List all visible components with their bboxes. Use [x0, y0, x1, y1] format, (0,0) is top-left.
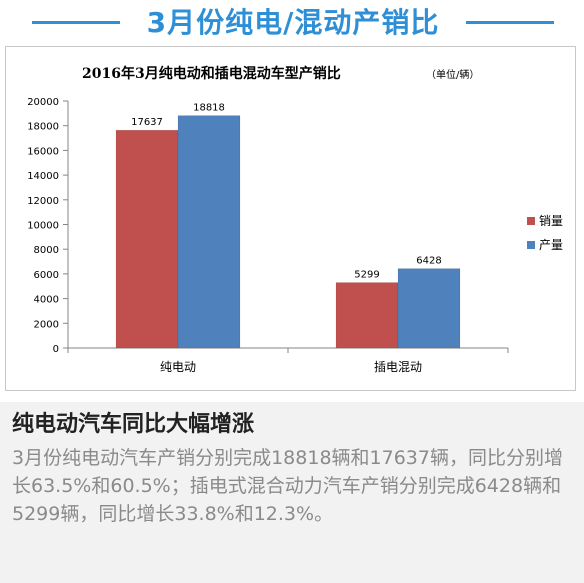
summary-text: 3月份纯电动汽车产销分别完成18818辆和17637辆，同比分别增长63.5%和… — [12, 447, 563, 525]
x-tick-label: 插电混动 — [374, 360, 422, 374]
summary-panel: 纯电动汽车同比大幅增涨 3月份纯电动汽车产销分别完成18818辆和17637辆，… — [0, 402, 584, 583]
bar-production — [177, 115, 241, 349]
bar-data-label: 18818 — [193, 103, 225, 114]
y-tick-label: 18000 — [27, 122, 59, 133]
y-tick-label: 20000 — [27, 97, 59, 108]
y-tick-label: 16000 — [27, 146, 59, 157]
y-tick-label: 10000 — [27, 221, 59, 232]
bar-sales — [115, 129, 179, 349]
legend-swatch — [527, 217, 535, 225]
legend-label: 销量 — [539, 214, 563, 228]
bar-production — [397, 268, 461, 349]
y-tick-label: 14000 — [27, 171, 59, 182]
bar-data-label: 17637 — [131, 117, 163, 128]
chart-unit: （单位/辆） — [426, 68, 479, 81]
bar-data-label: 5299 — [354, 270, 379, 281]
legend-swatch — [527, 241, 535, 249]
chart-title: 2016年3月纯电动和插电混动车型产销比 — [82, 65, 341, 82]
y-tick-label: 6000 — [34, 270, 59, 281]
x-tick-label: 纯电动 — [160, 360, 196, 374]
bar-sales — [335, 282, 399, 349]
y-tick-label: 0 — [53, 344, 59, 355]
header-rule-left — [32, 21, 120, 24]
summary-heading: 纯电动汽车同比大幅增涨 — [12, 412, 255, 437]
bar-chart: 2016年3月纯电动和插电混动车型产销比 （单位/辆） 0 2000 4000 6000 8… — [27, 65, 563, 374]
header-rule-right — [466, 21, 554, 24]
y-tick-label: 8000 — [34, 245, 59, 256]
chart-panel: 2016年3月纯电动和插电混动车型产销比 （单位/辆） 0 2000 4000 6000 8… — [5, 46, 576, 391]
bar-data-label: 6428 — [416, 256, 441, 267]
page-title: 3月份纯电/混动产销比 — [146, 6, 440, 39]
legend-label: 产量 — [539, 238, 563, 252]
y-tick-label: 12000 — [27, 196, 59, 207]
y-tick-label: 2000 — [34, 319, 59, 330]
y-tick-label: 4000 — [34, 295, 59, 306]
page-header: 3月份纯电/混动产销比 — [0, 0, 584, 46]
